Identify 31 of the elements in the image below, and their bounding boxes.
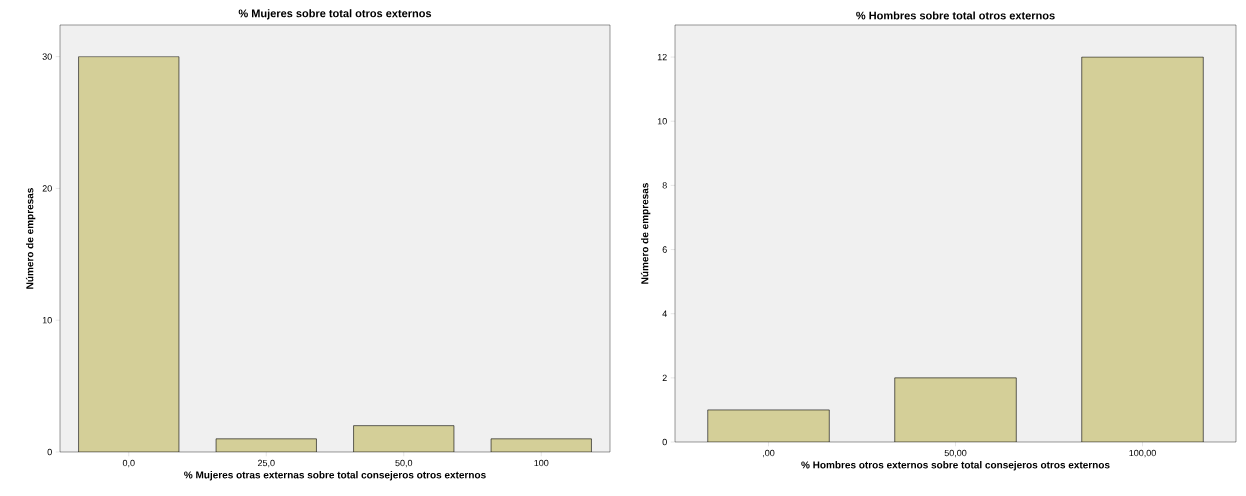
y-tick-label: 20	[42, 185, 52, 192]
y-axis-title: Número de empresas	[640, 183, 651, 284]
bar	[216, 438, 317, 452]
y-tick-label: 0	[47, 448, 52, 456]
x-axis-title: % Hombres otros externos sobre total consejeros otros externos	[801, 461, 1110, 471]
y-tick-label: 6	[662, 246, 667, 253]
bar	[707, 409, 830, 442]
bar	[353, 425, 454, 452]
y-tick-label: 4	[662, 310, 667, 317]
x-tick-label: 100,00	[1129, 449, 1156, 458]
bar	[1081, 56, 1204, 442]
y-tick-label: 10	[657, 118, 667, 125]
chart-title: % Hombres sobre total otros externos	[856, 11, 1055, 20]
y-axis-title: Número de empresas	[25, 188, 36, 289]
x-tick-label: 0,0	[122, 459, 135, 468]
y-tick-label: 8	[662, 182, 667, 189]
y-tick-label: 30	[42, 53, 52, 60]
chart-title: % Mujeres sobre total otros externos	[238, 9, 432, 20]
x-tick-label: 50,0	[395, 459, 413, 468]
x-tick-label: 25,0	[257, 459, 275, 468]
y-tick-label: 12	[657, 53, 667, 61]
bar	[78, 56, 180, 452]
x-tick-label: ,00	[763, 449, 775, 458]
x-tick-label: 100	[534, 459, 549, 467]
y-tick-label: 10	[42, 317, 52, 324]
bar	[490, 438, 592, 452]
y-tick-label: 2	[662, 374, 667, 381]
x-axis-title: % Mujeres otras externas sobre total consejeros otros externos	[184, 471, 486, 481]
bar	[894, 377, 1017, 442]
x-tick-label: 50,00	[944, 449, 967, 458]
y-tick-label: 0	[662, 438, 667, 446]
